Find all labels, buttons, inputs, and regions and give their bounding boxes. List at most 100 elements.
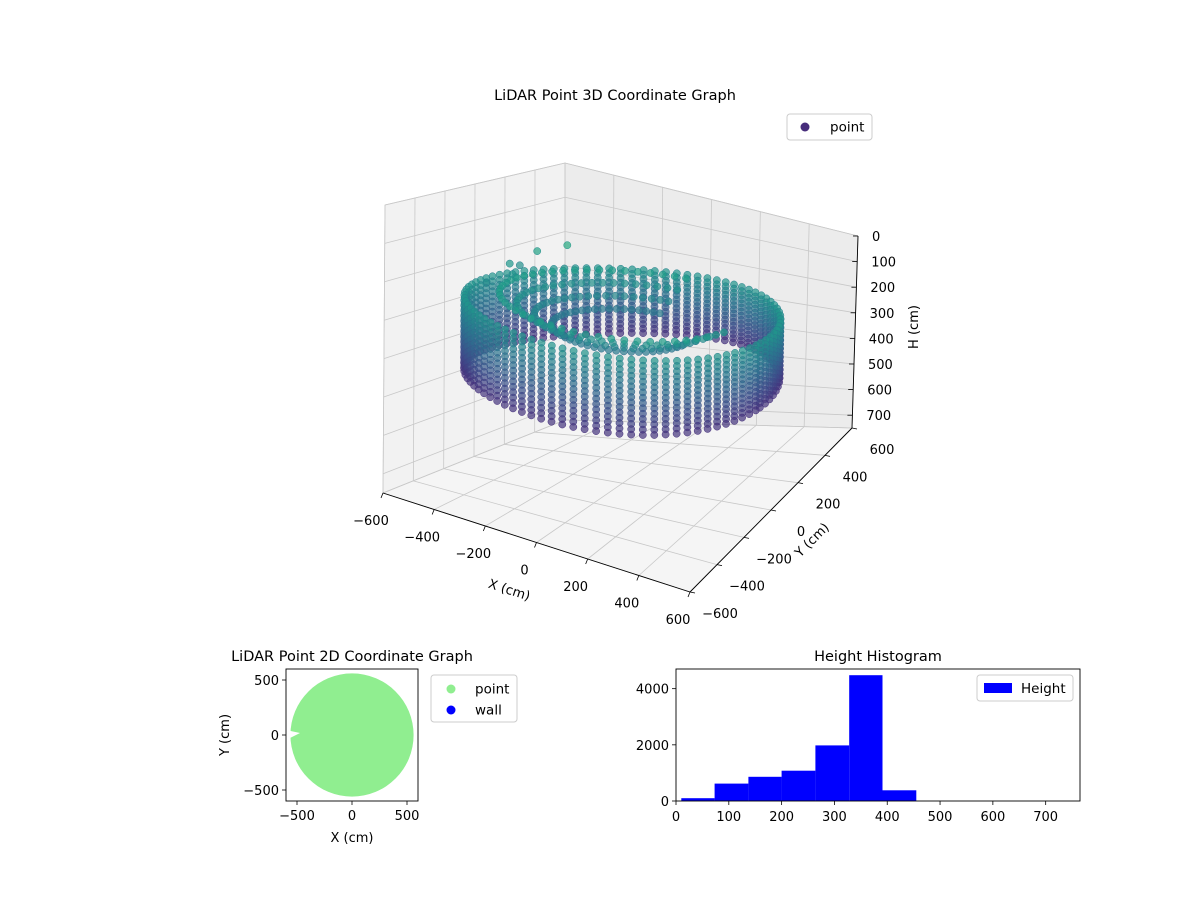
z-tick-label: 700 — [866, 409, 891, 424]
x-tick-label: 0 — [348, 809, 356, 824]
lidar-point — [559, 266, 568, 275]
3d-points — [460, 241, 785, 439]
lidar-point — [629, 292, 638, 301]
lidar-point — [693, 335, 701, 343]
lidar-point — [519, 310, 527, 319]
2d-legend-marker-wall — [446, 705, 456, 715]
gridline-y — [534, 431, 826, 456]
y-tick-label: 600 — [870, 443, 895, 458]
3d-legend-box — [786, 113, 873, 141]
lidar-point — [558, 280, 566, 289]
x-tick-label: 200 — [563, 580, 588, 595]
z-tick-label: 0 — [872, 230, 880, 245]
x-tick-label: 0 — [520, 564, 528, 579]
lidar-point — [518, 408, 526, 416]
lidar-point — [533, 247, 542, 255]
lidar-point — [729, 338, 737, 347]
lidar-point — [620, 305, 629, 313]
lidar-point — [557, 324, 566, 333]
lidar-point — [587, 335, 595, 344]
lidar-point — [563, 241, 572, 250]
histogram-legend-box — [976, 674, 1074, 702]
lidar-point — [642, 281, 651, 290]
height-histogram: Height Histogram 0 100 200 300 400 500 600 7000… — [636, 649, 1081, 825]
lidar-point — [538, 268, 546, 277]
lidar-point — [738, 413, 746, 422]
lidar-point — [509, 404, 517, 413]
histogram-frame — [675, 668, 1081, 802]
lidar-point — [650, 329, 659, 338]
gridline-back-x — [803, 223, 810, 427]
y-tick — [824, 454, 831, 457]
lidar-point — [591, 305, 599, 314]
x-tick-label: 200 — [769, 810, 794, 825]
lidar-point — [703, 333, 711, 342]
x-tick-label: 400 — [875, 810, 900, 825]
lidar-point — [658, 270, 667, 279]
lidar-point — [547, 417, 556, 426]
y-tick — [797, 482, 804, 485]
lidar-point — [661, 329, 670, 338]
lidar-point — [633, 267, 642, 276]
gridline-left-y — [382, 204, 386, 494]
lidar-point — [627, 329, 636, 337]
lidar-point — [500, 400, 509, 409]
3d-legend-label: point — [830, 120, 864, 136]
histogram-legend-label: Height — [1021, 681, 1066, 697]
2d-legend-label-point: point — [475, 682, 509, 698]
y-tick-label: −200 — [756, 552, 792, 567]
x-tick-label: −200 — [455, 547, 491, 562]
lidar-point — [638, 431, 647, 439]
lidar-point — [722, 420, 730, 428]
y-tick-label: 4000 — [636, 683, 669, 698]
lidar-point — [713, 422, 721, 431]
y-tick — [716, 564, 723, 567]
lidar-point — [620, 292, 629, 301]
y-tick-label: 400 — [843, 470, 868, 485]
2d-point-cloud — [290, 673, 414, 797]
2d-x-axis-label: X (cm) — [331, 831, 374, 846]
lidar-point — [593, 291, 601, 300]
y-tick-label: 0 — [661, 795, 669, 810]
lidar-point — [655, 309, 664, 318]
lidar-point — [567, 279, 576, 288]
y-tick-label: −500 — [243, 784, 279, 799]
x-tick-label: 0 — [672, 810, 680, 825]
lidar-point — [505, 259, 514, 268]
lidar-point — [653, 282, 662, 291]
3d-legend: point — [786, 113, 873, 141]
histogram-legend-swatch — [984, 683, 1012, 693]
x-tick — [636, 575, 640, 581]
2d-legend-marker-point — [446, 684, 456, 694]
lidar-point — [528, 270, 537, 278]
histogram-ticks: 0 100 200 300 400 500 600 700 0 2000 4000 — [636, 683, 1058, 825]
lidar-point — [598, 305, 606, 313]
histogram-bars — [681, 675, 917, 801]
lidar-point — [682, 274, 690, 283]
gridline-z — [384, 162, 859, 237]
lidar-point — [639, 329, 647, 337]
lidar-point — [592, 427, 600, 435]
lidar-point — [486, 393, 495, 402]
histogram-title: Height Histogram — [814, 649, 942, 665]
2d-scatter-plot: LiDAR Point 2D Coordinate Graph −500 0 500… — [218, 649, 518, 846]
lidar-point — [607, 334, 616, 343]
lidar-point — [653, 341, 661, 350]
lidar-point — [575, 292, 584, 301]
lidar-point — [693, 427, 702, 435]
3d-scatter-plot: LiDAR Point 3D Coordinate Graph −600 −400… — [353, 88, 922, 628]
lidar-point — [515, 261, 524, 270]
lidar-point — [642, 307, 651, 315]
z-tick-label: 300 — [870, 307, 895, 322]
lidar-point — [584, 292, 593, 300]
lidar-point — [720, 328, 728, 337]
lidar-point — [620, 279, 629, 288]
lidar-point — [537, 414, 546, 423]
lidar-point — [658, 338, 667, 346]
lidar-point — [663, 284, 672, 292]
lidar-point — [583, 266, 591, 274]
lidar-point — [598, 278, 607, 287]
y-tick-label: 200 — [816, 498, 841, 513]
x-tick-label: 500 — [395, 809, 420, 824]
x-tick-label: −400 — [404, 531, 440, 546]
